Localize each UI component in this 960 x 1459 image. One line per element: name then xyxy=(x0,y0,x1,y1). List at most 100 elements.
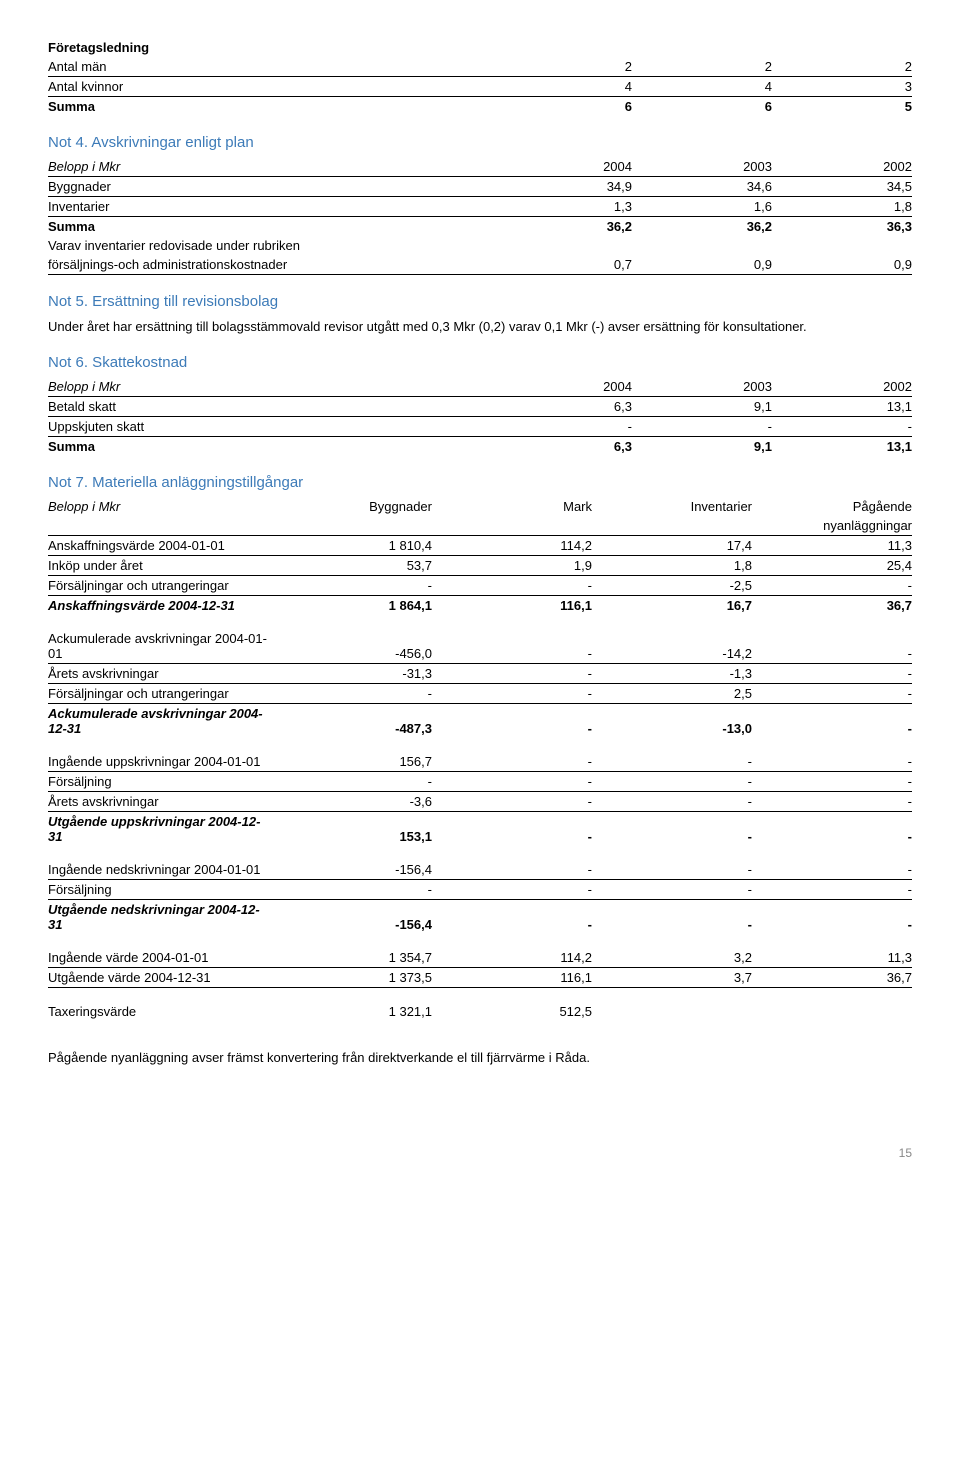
cell-value: 0,7 xyxy=(492,255,632,275)
cell-value: - xyxy=(432,663,592,683)
section1-table: Antal män 2 2 2 Antal kvinnor 4 4 3 Summ… xyxy=(48,57,912,116)
cell-value: - xyxy=(752,771,912,791)
cell-label: Ackumulerade avskrivningar 2004-01-01 xyxy=(48,629,272,664)
header-value: 2002 xyxy=(772,377,912,397)
cell-value: 11,3 xyxy=(752,535,912,555)
cell-label: Betald skatt xyxy=(48,396,492,416)
cell-value: 2 xyxy=(772,57,912,77)
cell-value: - xyxy=(432,879,592,899)
cell-label: Uppskjuten skatt xyxy=(48,416,492,436)
header-value: Mark xyxy=(432,497,592,516)
table-row: Inköp under året 53,7 1,9 1,8 25,4 xyxy=(48,555,912,575)
cell-label: Summa xyxy=(48,436,492,456)
cell-label: Summa xyxy=(48,217,492,237)
cell-value: -156,4 xyxy=(272,860,432,880)
cell-label: Årets avskrivningar xyxy=(48,791,272,811)
header-value: Pågående xyxy=(752,497,912,516)
cell-value: - xyxy=(772,416,912,436)
cell-value: - xyxy=(592,771,752,791)
cell-value: - xyxy=(752,899,912,934)
cell-value: -1,3 xyxy=(592,663,752,683)
header-value: 2004 xyxy=(492,157,632,177)
cell-label: Utgående uppskrivningar 2004-12-31 xyxy=(48,811,272,846)
table-row: Årets avskrivningar -31,3 - -1,3 - xyxy=(48,663,912,683)
cell-value: - xyxy=(272,879,432,899)
table-row: Inventarier 1,3 1,6 1,8 xyxy=(48,197,912,217)
cell-value: 1,9 xyxy=(432,555,592,575)
cell-label: Anskaffningsvärde 2004-12-31 xyxy=(48,595,272,615)
cell-label: Årets avskrivningar xyxy=(48,663,272,683)
header-value: 2002 xyxy=(772,157,912,177)
cell-value: 3 xyxy=(772,77,912,97)
cell-value: - xyxy=(432,683,592,703)
cell-label: Försäljning xyxy=(48,771,272,791)
cell-value: - xyxy=(272,771,432,791)
header-label: Belopp i Mkr xyxy=(48,157,492,177)
cell-label: Utgående värde 2004-12-31 xyxy=(48,967,272,987)
not5-text: Under året har ersättning till bolagsstä… xyxy=(48,318,912,336)
cell-value: 2,5 xyxy=(592,683,752,703)
cell-value: 11,3 xyxy=(752,948,912,968)
table-row: Antal män 2 2 2 xyxy=(48,57,912,77)
cell-value: - xyxy=(492,416,632,436)
cell-value: - xyxy=(752,683,912,703)
table-row: Utgående värde 2004-12-31 1 373,5 116,1 … xyxy=(48,967,912,987)
cell-value: - xyxy=(752,575,912,595)
cell-value: 5 xyxy=(772,97,912,117)
cell-value: 1 810,4 xyxy=(272,535,432,555)
header-value: Byggnader xyxy=(272,497,432,516)
not4-heading: Not 4. Avskrivningar enligt plan xyxy=(48,134,912,151)
not7-footnote: Pågående nyanläggning avser främst konve… xyxy=(48,1049,912,1067)
cell-value: 36,3 xyxy=(772,217,912,237)
cell-value: - xyxy=(752,752,912,772)
cell-value: 1 321,1 xyxy=(272,1002,432,1021)
cell-value: -31,3 xyxy=(272,663,432,683)
table-row: Varav inventarier redovisade under rubri… xyxy=(48,236,912,255)
cell-value: 116,1 xyxy=(432,595,592,615)
cell-value: -14,2 xyxy=(592,629,752,664)
cell-value: -3,6 xyxy=(272,791,432,811)
table-header-row: Belopp i Mkr 2004 2003 2002 xyxy=(48,377,912,397)
cell-value: 9,1 xyxy=(632,436,772,456)
cell-value: - xyxy=(592,811,752,846)
cell-value: 6 xyxy=(492,97,632,117)
table-row: Försäljningar och utrangeringar - - -2,5… xyxy=(48,575,912,595)
not7-table: Belopp i Mkr Byggnader Mark Inventarier … xyxy=(48,497,912,1021)
not5-heading: Not 5. Ersättning till revisionsbolag xyxy=(48,293,912,310)
cell-value: - xyxy=(272,575,432,595)
cell-value: 13,1 xyxy=(772,396,912,416)
table-header-row: nyanläggningar xyxy=(48,516,912,536)
not7-heading: Not 7. Materiella anläggningstillgångar xyxy=(48,474,912,491)
table-row: Ingående värde 2004-01-01 1 354,7 114,2 … xyxy=(48,948,912,968)
table-row: försäljnings-och administrationskostnade… xyxy=(48,255,912,275)
cell-value: 0,9 xyxy=(772,255,912,275)
cell-value: -13,0 xyxy=(592,703,752,738)
cell-value: - xyxy=(752,629,912,664)
cell-label: Ingående uppskrivningar 2004-01-01 xyxy=(48,752,272,772)
cell-label: Ackumulerade avskrivningar 2004-12-31 xyxy=(48,703,272,738)
cell-value: 116,1 xyxy=(432,967,592,987)
cell-value: 156,7 xyxy=(272,752,432,772)
cell-value: - xyxy=(752,703,912,738)
cell-label: Utgående nedskrivningar 2004-12-31 xyxy=(48,899,272,934)
cell-label: Ingående nedskrivningar 2004-01-01 xyxy=(48,860,272,880)
header-label: Belopp i Mkr xyxy=(48,497,272,516)
cell-value: - xyxy=(592,752,752,772)
cell-value: 0,9 xyxy=(632,255,772,275)
table-row: Betald skatt 6,3 9,1 13,1 xyxy=(48,396,912,416)
cell-value: - xyxy=(432,860,592,880)
cell-value: - xyxy=(752,811,912,846)
cell-value: 114,2 xyxy=(432,535,592,555)
table-row: Ackumulerade avskrivningar 2004-01-01 -4… xyxy=(48,629,912,664)
cell-value: -456,0 xyxy=(272,629,432,664)
not6-heading: Not 6. Skattekostnad xyxy=(48,354,912,371)
cell-value: -2,5 xyxy=(592,575,752,595)
cell-value: 17,4 xyxy=(592,535,752,555)
cell-value: 1 373,5 xyxy=(272,967,432,987)
not4-table: Belopp i Mkr 2004 2003 2002 Byggnader 34… xyxy=(48,157,912,275)
cell-label: Anskaffningsvärde 2004-01-01 xyxy=(48,535,272,555)
header-value: 2003 xyxy=(632,157,772,177)
cell-value: 6,3 xyxy=(492,436,632,456)
table-row: Försäljningar och utrangeringar - - 2,5 … xyxy=(48,683,912,703)
cell-value: 2 xyxy=(492,57,632,77)
